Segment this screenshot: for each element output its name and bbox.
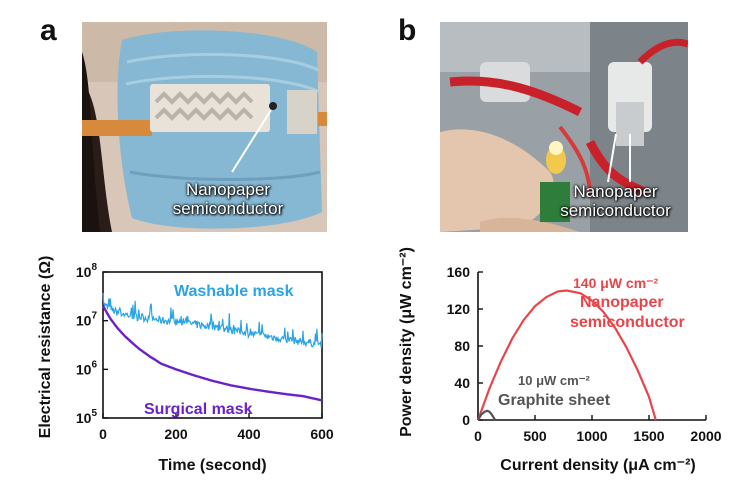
- chart-b-ytick-label: 0: [462, 412, 470, 428]
- chart-b-ytick-label: 160: [447, 264, 471, 280]
- chart-b-label-graphite: Graphite sheet: [498, 392, 611, 409]
- panel-a-letter: a: [40, 14, 57, 47]
- chart-a-label-washable: Washable mask: [174, 283, 294, 300]
- chart-b-ytick-label: 120: [447, 301, 471, 317]
- chart-b-xtick-label: 2000: [690, 428, 721, 444]
- chart-a-xtick-label: 400: [237, 426, 261, 442]
- chart-b-annotation-graphite-peak: 10 μW cm⁻²: [518, 373, 591, 388]
- mask-photo-label-line2: semiconductor: [172, 199, 284, 218]
- chart-b-xtick-label: 0: [474, 428, 482, 444]
- chart-a-series-washable-line: [102, 292, 323, 349]
- chart-a-xtick-label: 0: [99, 426, 107, 442]
- chart-a-ytick-label: 105: [76, 408, 98, 426]
- lab-photo-label-line2: semiconductor: [560, 201, 671, 220]
- chart-b-series-graphite-line: [477, 409, 497, 421]
- lab-photo: Nanopaper semiconductor: [440, 22, 688, 232]
- chart-b-annotation-nanopaper-peak: 140 μW cm⁻²: [573, 275, 659, 291]
- chart-b-xtick-label: 1000: [576, 428, 607, 444]
- panel-b-letter: b: [398, 14, 417, 47]
- chart-b-ytick-label: 40: [454, 375, 470, 391]
- chart-b-xtick-label: 500: [523, 428, 547, 444]
- chart-a-xlabel: Time (second): [158, 457, 266, 474]
- lab-photo-label-line1: Nanopaper: [573, 182, 658, 201]
- chart-a-ytick-label: 106: [76, 359, 98, 377]
- chart-a-xtick-label: 600: [310, 426, 334, 442]
- chart-b-xtick-label: 1500: [633, 428, 664, 444]
- lab-photo-label: Nanopaper semiconductor: [543, 182, 688, 220]
- chart-b-label-nanopaper-line1: Nanopaper: [580, 294, 664, 311]
- mask-photo-label: Nanopaper semiconductor: [158, 180, 298, 218]
- mask-photo: Nanopaper semiconductor: [82, 22, 327, 232]
- chart-b-xlabel: Current density (μA cm⁻²): [500, 457, 695, 474]
- chart-b-label-nanopaper-line2: semiconductor: [570, 314, 685, 331]
- chart-a-ytick-label: 107: [76, 311, 98, 329]
- mask-photo-label-line1: Nanopaper: [185, 180, 271, 199]
- chart-b-ylabel: Power density (μW cm⁻²): [398, 247, 415, 437]
- chart-b-series-nanopaper-line: [476, 289, 657, 421]
- chart-b-ytick-label: 80: [454, 338, 470, 354]
- chart-a-xtick-label: 200: [164, 426, 188, 442]
- chart-a-ylabel: Electrical resistance (Ω): [37, 256, 54, 439]
- chart-a-series-surgical-line: [101, 305, 323, 402]
- chart-a-ytick-label: 108: [76, 262, 98, 280]
- chart-a-label-surgical: Surgical mask: [144, 401, 253, 418]
